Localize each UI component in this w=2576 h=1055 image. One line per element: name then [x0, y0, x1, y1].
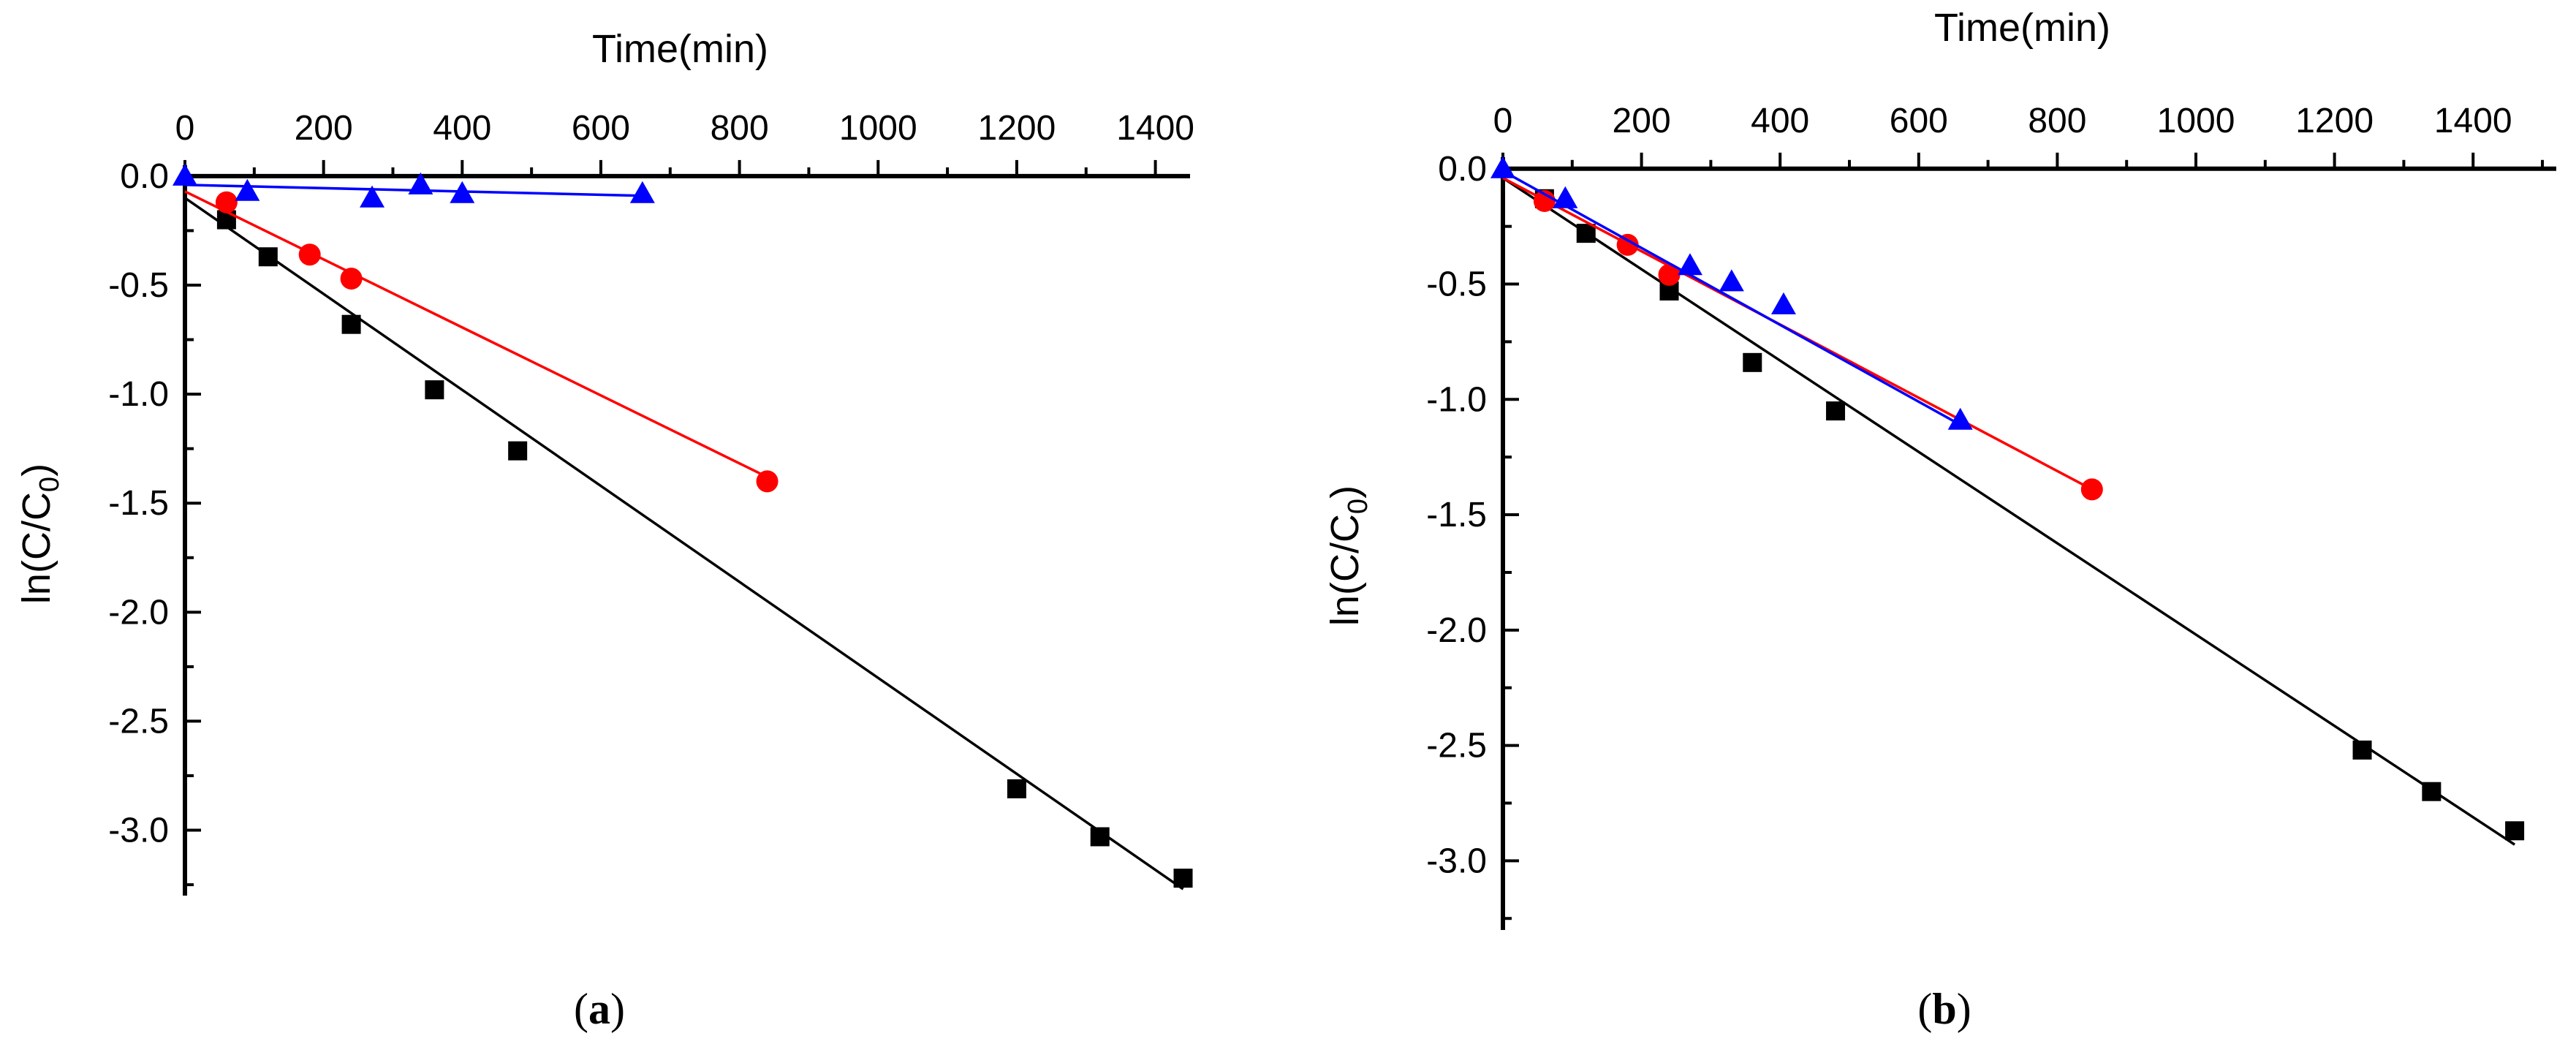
data-point-circle [215, 191, 238, 213]
y-tick-label: -2.0 [1426, 611, 1487, 650]
data-point-triangle [629, 181, 655, 203]
data-point-square [1090, 827, 1110, 847]
data-point-circle [298, 243, 321, 266]
data-point-circle [340, 268, 363, 290]
data-point-triangle [1553, 186, 1578, 208]
panel-label-close-paren: ) [1957, 985, 1971, 1033]
y-axis-title-main: ln(C/C [15, 492, 58, 604]
y-tick-label: -3.0 [1426, 842, 1487, 880]
x-tick-label: 1400 [1116, 109, 1194, 148]
data-point-square [1173, 869, 1193, 888]
y-axis-title: ln(C/C0) [15, 464, 65, 604]
data-point-square [1576, 224, 1596, 243]
y-tick-label: 0.0 [120, 157, 169, 196]
fit-line-black-squares [184, 197, 1184, 890]
data-point-circle [1533, 189, 1556, 212]
data-point-square [2505, 821, 2525, 841]
x-tick-label: 1200 [2295, 102, 2374, 140]
x-tick-label: 0 [175, 109, 195, 148]
y-axis-title-close: ) [1323, 485, 1367, 499]
y-axis-title-main: ln(C/C [1323, 514, 1367, 626]
panel-a: 0 200 400 600 800 1000 1200 1400 0.0 -0.5 -1.0 -1.5… [15, 27, 1194, 1033]
x-tick-label: 600 [1890, 102, 1948, 140]
panel-label-close-paren: ) [610, 985, 625, 1033]
data-point-square [2352, 740, 2372, 760]
data-point-triangle [1677, 253, 1702, 276]
data-point-circle [2080, 478, 2103, 501]
y-axis-title-close: ) [15, 464, 58, 477]
data-point-triangle [1490, 156, 1515, 178]
panel-label-letter: b [1932, 985, 1956, 1033]
data-point-circle [1658, 263, 1681, 286]
data-point-triangle [173, 163, 197, 186]
x-axis-title: Time(min) [1934, 6, 2110, 50]
fit-line-blue-triangles [1502, 170, 1961, 426]
data-point-square [341, 314, 361, 334]
data-point-square [1826, 401, 1846, 421]
data-point-triangle [1719, 269, 1744, 292]
data-point-triangle [408, 172, 433, 194]
data-point-square [2422, 782, 2441, 801]
data-point-square [216, 210, 236, 230]
x-tick-label: 1200 [978, 109, 1056, 148]
x-tick-label: 1000 [2157, 102, 2235, 140]
data-point-triangle [1770, 292, 1796, 314]
data-point-square [508, 441, 528, 461]
y-tick-label: -1.5 [1426, 496, 1487, 534]
x-tick-label: 200 [295, 109, 353, 148]
panel-label-letter: a [588, 985, 610, 1033]
y-tick-label: -0.5 [108, 266, 169, 305]
data-point-triangle [450, 181, 475, 203]
y-tick-label: -1.5 [108, 484, 169, 523]
x-tick-label: 400 [1751, 102, 1809, 140]
y-tick-label: -3.0 [108, 812, 169, 850]
x-tick-label: 800 [2028, 102, 2086, 140]
data-point-circle [756, 470, 779, 493]
data-point-square [258, 247, 278, 267]
x-tick-label: 600 [572, 109, 630, 148]
data-point-square [1007, 779, 1026, 798]
y-axis-title: ln(C/C0) [1323, 485, 1374, 626]
x-tick-label: 1400 [2434, 102, 2512, 140]
x-tick-label: 200 [1613, 102, 1671, 140]
data-point-square [1743, 352, 1762, 372]
y-tick-label: -1.0 [108, 375, 169, 414]
x-axis-title: Time(min) [592, 27, 768, 71]
x-tick-label: 0 [1493, 102, 1513, 140]
data-point-triangle [360, 185, 385, 208]
y-tick-label: -2.0 [108, 593, 169, 632]
panel-label: (a) [574, 985, 625, 1033]
y-axis-title-subscript: 0 [34, 477, 65, 492]
x-tick-label: 1000 [839, 109, 917, 148]
y-axis-title-subscript: 0 [1343, 499, 1374, 514]
y-tick-label: -1.0 [1426, 380, 1487, 419]
panel-label: (b) [1917, 985, 1971, 1033]
data-point-triangle [1947, 407, 1973, 430]
x-tick-label: 800 [711, 109, 769, 148]
data-point-triangle [235, 178, 260, 201]
data-point-circle [1616, 233, 1639, 256]
data-point-square [425, 380, 444, 400]
y-tick-label: -0.5 [1426, 265, 1487, 304]
y-tick-label: 0.0 [1438, 150, 1487, 189]
panel-label-open-paren: ( [1917, 985, 1932, 1033]
panel-b: 0 200 400 600 800 1000 1200 1400 0.0 -0.5 -1.0 -1.5… [1323, 6, 2556, 1033]
panel-label-open-paren: ( [574, 985, 588, 1033]
y-tick-label: -2.5 [108, 702, 169, 741]
y-tick-label: -2.5 [1426, 727, 1487, 765]
fit-line-red-circles [184, 190, 768, 479]
x-tick-label: 400 [433, 109, 491, 148]
